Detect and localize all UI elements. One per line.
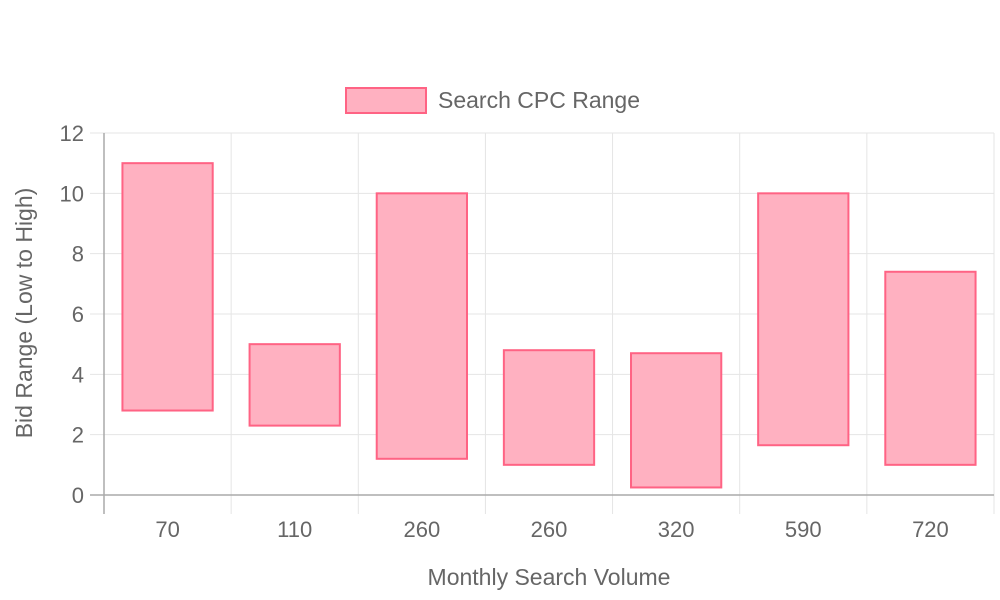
- range-bar[interactable]: [630, 352, 723, 489]
- y-tick-labels: 0 2 4 6 8 10 12: [60, 121, 84, 508]
- x-axis-title: Monthly Search Volume: [428, 564, 671, 590]
- range-bar[interactable]: [884, 270, 977, 466]
- y-tick-label: 2: [72, 423, 84, 448]
- x-tick-labels: 70 110 260 260 320 590 720: [155, 517, 948, 542]
- range-bar[interactable]: [248, 343, 341, 427]
- range-bar[interactable]: [502, 349, 596, 466]
- range-bar[interactable]: [375, 192, 468, 460]
- legend-label[interactable]: Search CPC Range: [438, 87, 640, 113]
- y-tick-label: 12: [60, 121, 84, 146]
- x-tick-label: 260: [403, 517, 440, 542]
- x-tick-label: 320: [658, 517, 695, 542]
- grid-lines: [90, 132, 995, 514]
- legend-swatch[interactable]: [345, 87, 427, 114]
- y-axis-title: Bid Range (Low to High): [11, 188, 37, 439]
- x-tick-label: 70: [155, 517, 179, 542]
- x-tick-label: 720: [912, 517, 949, 542]
- y-tick-label: 10: [60, 181, 84, 206]
- legend[interactable]: Search CPC Range: [345, 87, 640, 114]
- axes: [90, 133, 994, 514]
- range-bar[interactable]: [121, 162, 214, 412]
- range-bar[interactable]: [757, 192, 850, 447]
- y-tick-label: 6: [72, 302, 84, 327]
- y-tick-label: 8: [72, 242, 84, 267]
- range-bars: [121, 162, 977, 489]
- x-tick-label: 260: [531, 517, 568, 542]
- y-tick-label: 0: [72, 483, 84, 508]
- x-tick-label: 590: [785, 517, 822, 542]
- x-tick-label: 110: [277, 517, 312, 542]
- y-tick-label: 4: [72, 362, 84, 387]
